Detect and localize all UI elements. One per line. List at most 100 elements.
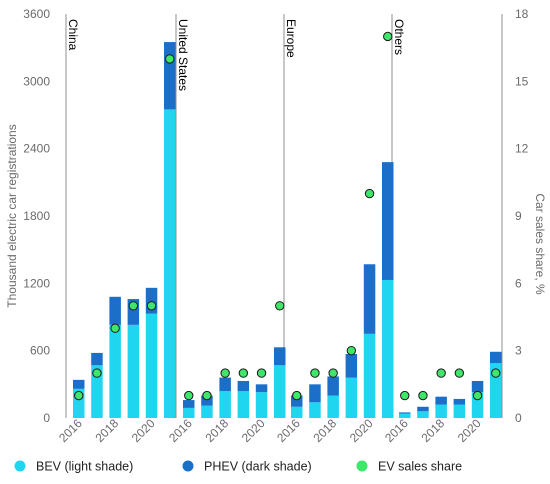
phev-bar: [435, 396, 447, 405]
x-tick-label: 2020: [455, 416, 484, 445]
panel-label: Europe: [284, 19, 298, 58]
x-tick-label: 2016: [166, 416, 195, 445]
share-marker: [383, 31, 393, 42]
share-marker: [292, 390, 302, 401]
panel-label: Others: [392, 19, 406, 55]
phev-bar: [327, 376, 339, 396]
panel-labels: China United States Europe Others: [66, 19, 406, 91]
bev-bar: [109, 324, 121, 418]
y-tick-label: 1800: [23, 209, 50, 223]
share-marker: [454, 368, 465, 378]
y2-tick-label: 3: [515, 344, 522, 358]
bev-bar: [291, 406, 303, 418]
share-marker: [328, 368, 338, 378]
phev-bar: [127, 299, 140, 325]
legend-share-label: EV sales share: [378, 460, 462, 474]
y2-tick-label: 9: [515, 209, 522, 223]
bev-bar: [345, 377, 358, 418]
bev-bar: [183, 407, 195, 418]
y-tick-label: 2400: [23, 142, 50, 156]
bev-bar: [164, 109, 176, 418]
bev-bar: [255, 392, 268, 418]
phev-bar: [309, 384, 321, 403]
bev-bar: [471, 392, 484, 418]
share-marker: [92, 368, 102, 378]
bev-bar: [435, 404, 447, 418]
share-marker: [74, 390, 84, 401]
legend-bev-swatch: [14, 460, 26, 472]
bev-bar: [145, 313, 158, 418]
share-marker: [202, 390, 212, 401]
phev-bar: [453, 398, 466, 405]
y-tick-label: 3600: [23, 7, 50, 21]
share-marker: [220, 368, 230, 378]
bev-bar: [91, 365, 103, 418]
y2-tick-label: 6: [515, 276, 522, 290]
x-tick-label: 2018: [310, 416, 339, 445]
share-marker: [275, 301, 285, 311]
x-tick-label: 2016: [274, 416, 303, 445]
bev-bar: [127, 324, 140, 418]
bev-bar: [274, 365, 286, 418]
bev-bar: [237, 391, 250, 418]
y2-tick-label: 0: [515, 411, 522, 425]
share-marker: [256, 368, 267, 378]
y-tick-label: 3000: [23, 74, 50, 88]
phev-bar: [73, 379, 85, 389]
y-ticks: 0 600 1200 1800 2400 3000 3600: [23, 7, 50, 425]
share-marker: [418, 390, 428, 401]
phev-bar: [91, 352, 103, 366]
share-marker: [310, 368, 320, 378]
phev-bar: [291, 395, 303, 407]
x-tick-label: 2016: [382, 416, 411, 445]
legend-phev-swatch: [182, 460, 194, 472]
x-tick-label: 2020: [347, 416, 376, 445]
legend: BEV (light shade) PHEV (dark shade) EV s…: [14, 460, 462, 474]
y2-axis-title: Car sales share, %: [533, 193, 547, 295]
bev-bar: [399, 413, 411, 418]
y2-tick-label: 18: [515, 7, 529, 21]
bev-bar: [327, 395, 339, 418]
panel-label: United States: [176, 19, 190, 91]
bev-bar: [382, 279, 394, 418]
share-marker: [400, 390, 410, 401]
bev-bar: [490, 363, 502, 418]
share-marker: [184, 390, 194, 401]
share-marker: [364, 188, 375, 199]
y-tick-label: 1200: [23, 276, 50, 290]
phev-bar: [183, 400, 195, 408]
share-marker: [238, 368, 249, 378]
share-marker: [346, 345, 357, 356]
phev-bar: [363, 264, 376, 334]
phev-bar: [145, 287, 158, 314]
bev-bar: [201, 405, 213, 418]
phev-bar: [219, 377, 231, 392]
phev-bar: [417, 406, 429, 412]
phev-bar: [490, 351, 502, 364]
bev-bar: [417, 411, 429, 418]
bev-bar: [219, 391, 231, 418]
share-marker: [146, 301, 157, 311]
x-tick-label: 2018: [202, 416, 231, 445]
share-marker: [436, 368, 446, 378]
y-axis-title: Thousand electric car registrations: [5, 124, 19, 307]
phev-bar: [201, 395, 213, 406]
y2-tick-label: 15: [515, 74, 529, 88]
share-marker: [110, 323, 120, 333]
phev-bar: [399, 412, 411, 414]
x-tick-label: 2018: [418, 416, 447, 445]
phev-bar: [274, 347, 286, 366]
x-tick-label: 2016: [56, 416, 85, 445]
phev-bar: [345, 354, 358, 378]
share-marker: [491, 368, 501, 378]
x-ticks: 2016 2018 2020 2016 2018 2020 2016 2018 2020 2016…: [56, 416, 484, 445]
share-markers: [74, 31, 501, 401]
y2-ticks: 0 3 6 9 12 15 18: [515, 7, 529, 425]
legend-bev-label: BEV (light shade): [36, 460, 133, 474]
x-tick-label: 2020: [129, 416, 158, 445]
y2-tick-label: 12: [515, 142, 529, 156]
legend-phev-label: PHEV (dark shade): [204, 460, 312, 474]
phev-bar: [471, 380, 484, 393]
